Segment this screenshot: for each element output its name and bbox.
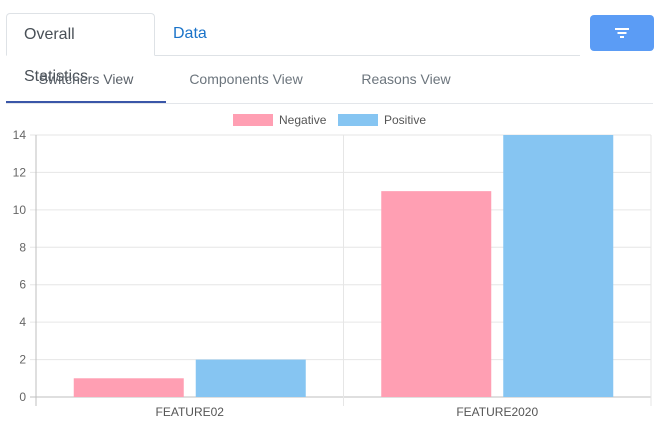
bar-negative: [73, 378, 184, 397]
legend-swatch-positive: [338, 114, 378, 126]
y-tick-label: 8: [19, 240, 26, 254]
bar-positive: [503, 135, 614, 397]
bar-positive: [195, 359, 306, 397]
x-tick-label: FEATURE2020: [456, 405, 538, 419]
y-tick-label: 14: [13, 128, 27, 142]
bar-chart: 0 2 4 6 8 10 12 14 FEATURE02 FEATURE2020 Negative P…: [13, 113, 652, 419]
top-tab-bar: Overall Statistics Data: [6, 13, 580, 85]
x-tick-label: FEATURE02: [156, 405, 225, 419]
legend-label-positive: Positive: [384, 113, 426, 127]
bar-negative: [381, 191, 492, 397]
y-tick-label: 4: [19, 315, 26, 329]
subtab-components-view[interactable]: Components View: [189, 71, 303, 87]
y-tick-label: 12: [13, 165, 27, 179]
legend-label-negative: Negative: [279, 113, 327, 127]
sub-tab-bar: Switchers View Components View Reasons V…: [6, 60, 653, 104]
tab-overall-statistics[interactable]: Overall Statistics: [6, 13, 155, 85]
subtab-switchers-view[interactable]: Switchers View: [6, 60, 166, 103]
filter-button[interactable]: [590, 15, 654, 51]
y-tick-label: 10: [13, 203, 27, 217]
subtab-reasons-view[interactable]: Reasons View: [361, 71, 451, 87]
y-tick-label: 0: [19, 390, 26, 404]
legend-swatch-negative: [233, 114, 273, 126]
y-tick-label: 2: [19, 353, 26, 367]
y-tick-label: 6: [19, 278, 26, 292]
tab-data[interactable]: Data: [173, 25, 207, 42]
